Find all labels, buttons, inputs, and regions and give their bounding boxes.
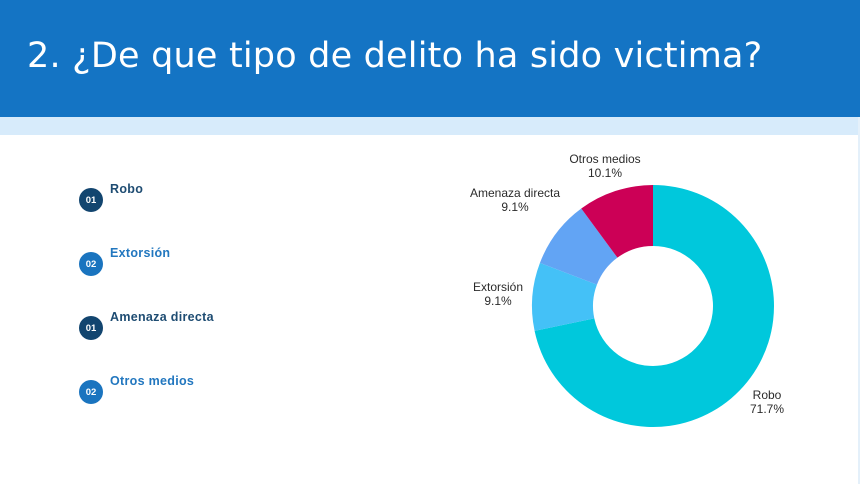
donut-slice-extorsión [532, 262, 597, 331]
donut-slice-otros-medios [581, 184, 653, 258]
number-badge: 02 [79, 380, 103, 404]
header-bar: 2. ¿De que tipo de delito ha sido victim… [0, 0, 860, 117]
label-value: 9.1% [501, 200, 529, 214]
label-name: Robo [752, 388, 782, 402]
label-otros-medios: Otros medios 10.1% [560, 152, 650, 180]
item-label: Otros medios [110, 374, 195, 388]
label-robo: Robo 71.7% [742, 388, 792, 416]
item-label: Extorsión [110, 246, 171, 260]
item-label: Amenaza directa [110, 310, 214, 324]
right-border [858, 117, 860, 484]
label-name: Amenaza directa [469, 186, 561, 200]
label-value: 9.1% [484, 294, 512, 308]
label-value: 71.7% [749, 402, 785, 416]
donut-slice-robo [534, 185, 774, 427]
number-badge: 01 [79, 316, 103, 340]
header-accent-band [0, 117, 860, 135]
number-badge: 01 [79, 188, 103, 212]
label-value: 10.1% [587, 166, 623, 180]
donut-slice-amenaza-directa [539, 208, 618, 285]
label-name: Otros medios [569, 152, 641, 166]
item-label: Robo [110, 182, 144, 196]
number-badge: 02 [79, 252, 103, 276]
label-name: Extorsión [472, 280, 524, 294]
page-title: 2. ¿De que tipo de delito ha sido victim… [27, 36, 763, 76]
label-amenaza-directa: Amenaza directa 9.1% [455, 186, 575, 214]
label-extorsion: Extorsión 9.1% [458, 280, 538, 308]
